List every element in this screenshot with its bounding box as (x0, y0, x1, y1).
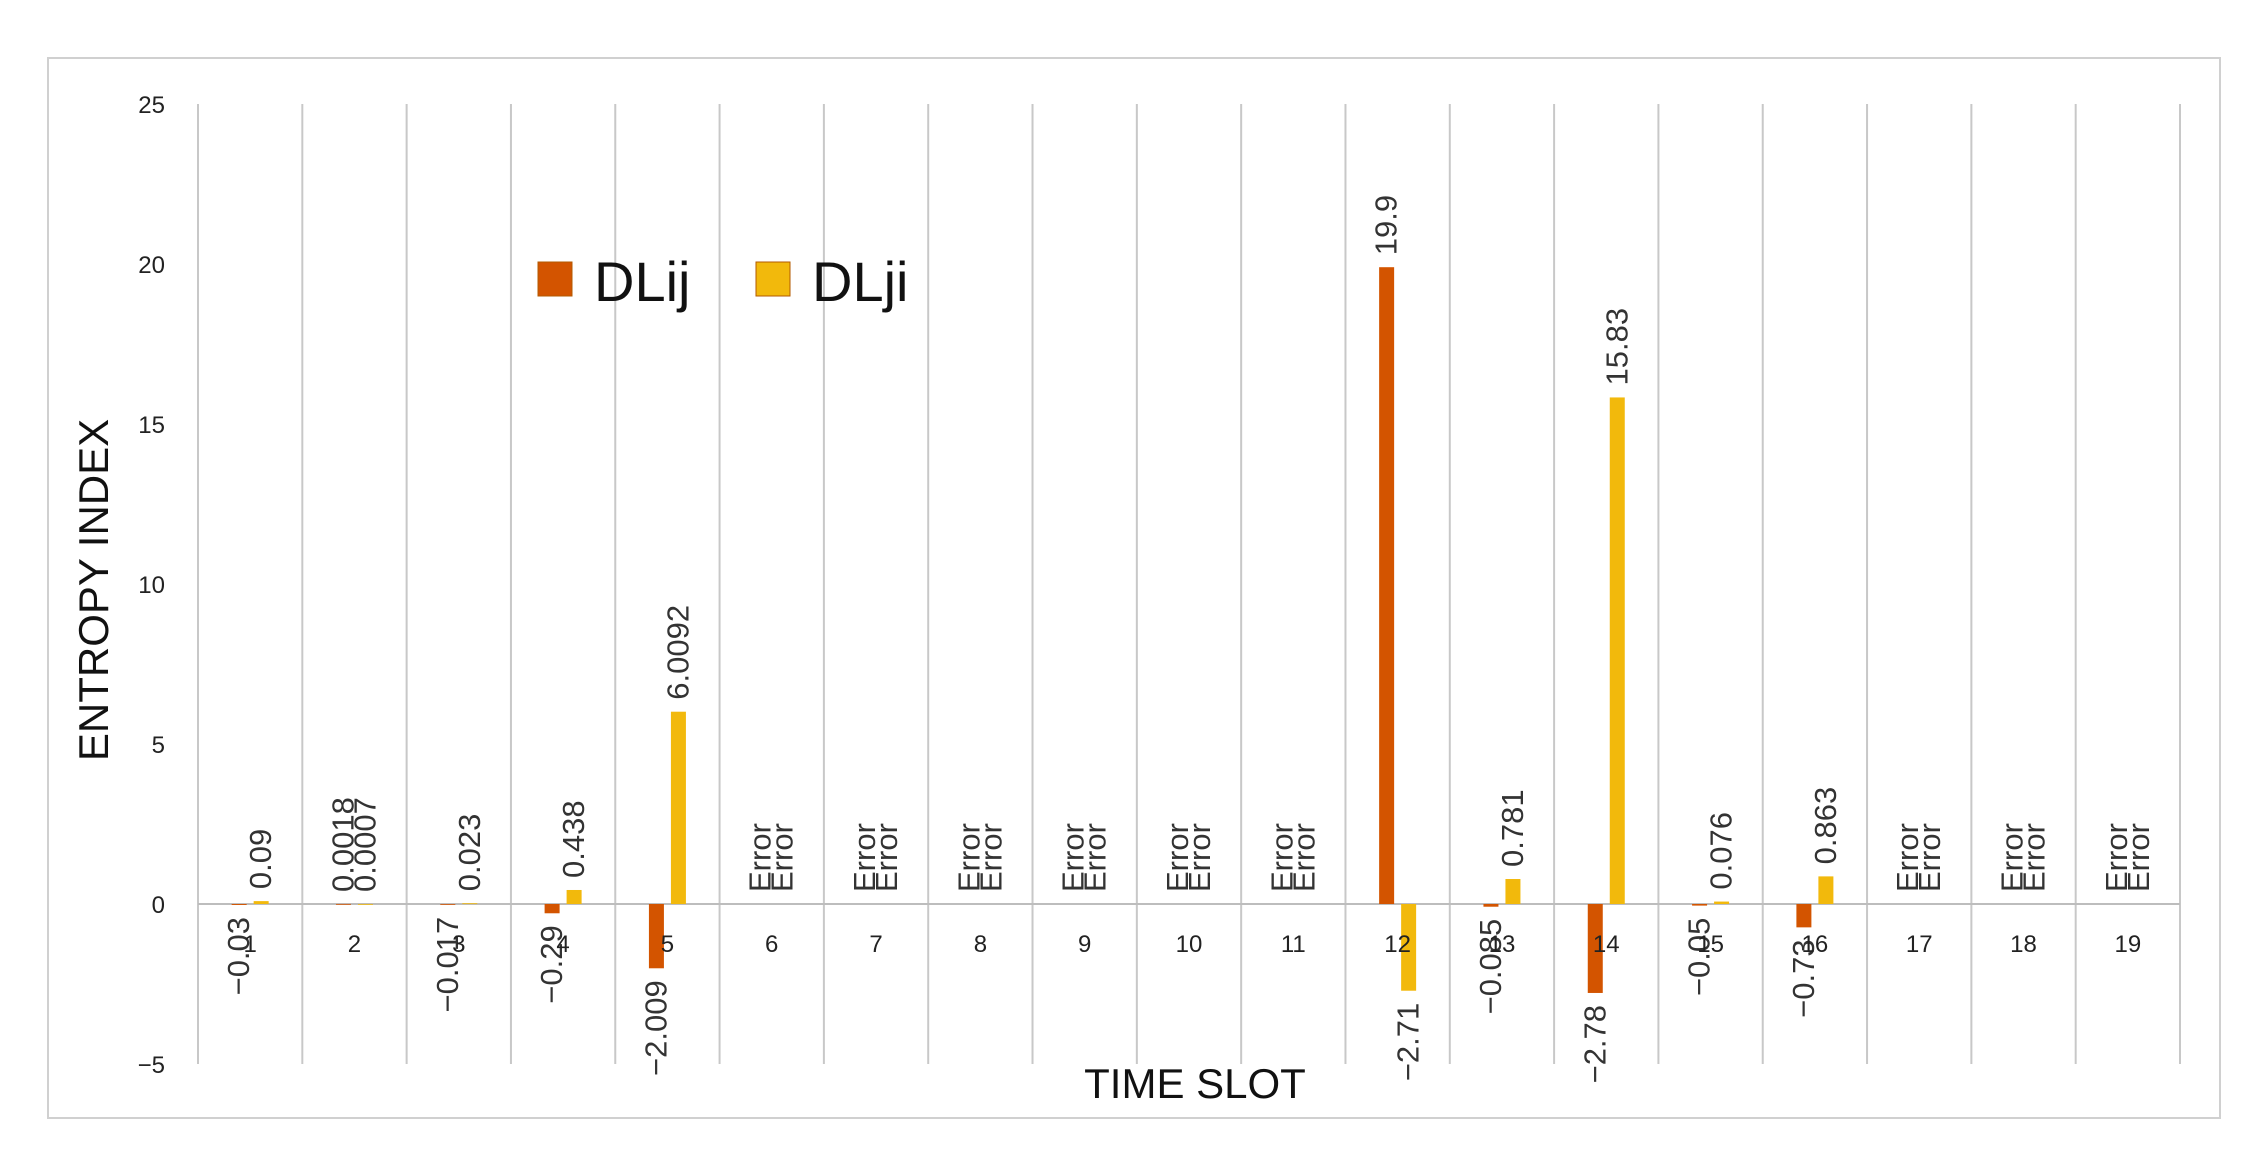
data-label: Error (1182, 823, 1217, 892)
x-tick-label: 19 (2114, 931, 2141, 958)
bar-dlji-14 (1609, 397, 1625, 904)
data-label: Error (2121, 823, 2156, 892)
data-label: Error (2099, 823, 2134, 892)
data-label: −0.03 (221, 917, 256, 995)
legend-swatch-dlji (755, 261, 791, 297)
data-label: 0.438 (556, 800, 591, 878)
x-tick-label: 9 (1078, 931, 1091, 958)
bar-dlji-4 (566, 889, 582, 904)
data-label: −2.009 (638, 980, 673, 1076)
bar-dlij-1 (231, 904, 247, 905)
data-label: Error (1264, 823, 1299, 892)
x-tick-label: 1 (243, 931, 256, 958)
data-label: 15.83 (1599, 308, 1634, 386)
x-tick-label: 15 (1697, 931, 1724, 958)
data-label: 0.023 (452, 814, 487, 892)
data-label: 0.0007 (347, 797, 382, 892)
x-tick-label: 2 (348, 931, 361, 958)
bar-dlji-15 (1714, 901, 1730, 904)
data-label: Error (847, 823, 882, 892)
y-tick-label: 10 (138, 572, 165, 599)
data-label: Error (1995, 823, 2030, 892)
x-tick-label: 14 (1593, 931, 1620, 958)
bar-dlij-12 (1379, 267, 1395, 904)
y-tick-label: 0 (152, 892, 165, 919)
data-label: 0.0018 (325, 797, 360, 892)
data-label: −0.73 (1786, 939, 1821, 1017)
bar-dlji-16 (1818, 876, 1834, 904)
x-tick-label: 18 (2010, 931, 2037, 958)
bar-dlij-16 (1796, 904, 1812, 928)
x-tick-label: 7 (869, 931, 882, 958)
data-label: −0.017 (430, 917, 465, 1013)
bar-dlji-12 (1401, 904, 1417, 991)
data-label: Error (1160, 823, 1195, 892)
bar-dlji-1 (253, 901, 269, 904)
y-tick-label: 20 (138, 252, 165, 279)
y-tick-label: 5 (152, 732, 165, 759)
y-tick-label: 15 (138, 412, 165, 439)
bar-dlji-13 (1505, 879, 1521, 904)
x-tick-label: 4 (556, 931, 569, 958)
data-label: Error (1056, 823, 1091, 892)
x-tick-label: 12 (1384, 931, 1411, 958)
data-label: Error (973, 823, 1008, 892)
bar-dlij-13 (1483, 904, 1499, 907)
data-label: Error (765, 823, 800, 892)
x-tick-label: 3 (452, 931, 465, 958)
x-tick-label: 13 (1489, 931, 1516, 958)
legend-label-dlij: DLij (594, 250, 690, 313)
data-label: 19.9 (1369, 195, 1404, 255)
data-label: −0.085 (1473, 919, 1508, 1015)
x-tick-label: 17 (1906, 931, 1933, 958)
bar-dlji-2 (357, 903, 373, 905)
data-label: 0.076 (1704, 812, 1739, 890)
data-label: Error (1890, 823, 1925, 892)
legend-label-dlji: DLji (812, 250, 908, 313)
legend: DLij DLji (537, 250, 908, 313)
data-label: Error (1078, 823, 1113, 892)
x-tick-label: 16 (1802, 931, 1829, 958)
bar-dlji-3 (462, 903, 478, 905)
y-tick-label: 25 (138, 92, 165, 119)
data-label: Error (951, 823, 986, 892)
data-label: 0.863 (1808, 787, 1843, 865)
data-label: Error (2017, 823, 2052, 892)
data-label: −2.71 (1391, 1003, 1426, 1081)
bar-dlij-3 (440, 904, 456, 905)
chart-frame (47, 57, 2221, 1119)
data-label: Error (743, 823, 778, 892)
data-label: Error (1286, 823, 1321, 892)
bar-dlij-4 (544, 904, 560, 914)
x-axis-title: TIME SLOT (1084, 1060, 1306, 1107)
bars (231, 267, 1834, 993)
x-tick-label: 8 (974, 931, 987, 958)
bar-dlij-5 (648, 904, 664, 969)
data-label: −0.05 (1682, 918, 1717, 996)
bar-dlij-15 (1692, 904, 1708, 906)
x-tick-label: 10 (1176, 931, 1203, 958)
x-tick-label: 11 (1281, 931, 1306, 958)
data-label: −0.29 (534, 925, 569, 1003)
bar-dlij-14 (1587, 904, 1603, 993)
x-tick-label: 6 (765, 931, 778, 958)
legend-swatch-dlij (537, 261, 573, 297)
data-label: 6.0092 (660, 605, 695, 700)
bar-dlij-2 (335, 903, 351, 905)
y-tick-label: −5 (138, 1052, 165, 1079)
data-label: 0.09 (243, 829, 278, 889)
data-label: −2.78 (1577, 1005, 1612, 1083)
x-tick-label: 5 (661, 931, 674, 958)
y-axis-title: ENTROPY INDEX (70, 419, 117, 761)
data-label: Error (869, 823, 904, 892)
data-label: Error (1912, 823, 1947, 892)
bar-dlji-5 (670, 711, 686, 904)
data-label: 0.781 (1495, 789, 1530, 867)
